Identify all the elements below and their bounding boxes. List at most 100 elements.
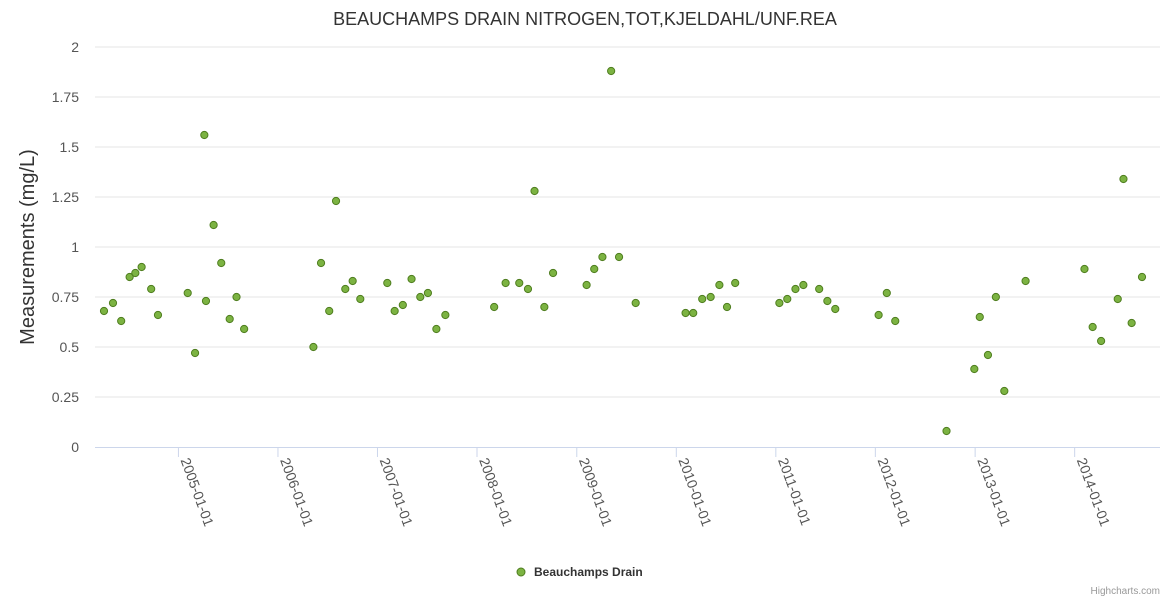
- data-point[interactable]: [407, 274, 416, 284]
- data-point[interactable]: [775, 298, 784, 308]
- data-point[interactable]: [1113, 294, 1122, 304]
- data-point[interactable]: [523, 284, 533, 294]
- x-tick-label: 2013-01-01: [974, 456, 1014, 529]
- y-tick-label: 1: [71, 239, 79, 255]
- data-point[interactable]: [540, 302, 549, 312]
- data-point[interactable]: [398, 300, 407, 310]
- x-tick-label: 2008-01-01: [476, 456, 516, 529]
- data-point[interactable]: [689, 308, 698, 318]
- data-point[interactable]: [607, 66, 616, 76]
- data-point[interactable]: [783, 294, 792, 304]
- data-point[interactable]: [631, 298, 640, 308]
- data-point[interactable]: [882, 288, 891, 298]
- data-point[interactable]: [490, 302, 499, 312]
- data-point[interactable]: [548, 268, 558, 278]
- chart-title: BEAUCHAMPS DRAIN NITROGEN,TOT,KJELDAHL/U…: [333, 9, 837, 29]
- data-points: [99, 66, 1147, 436]
- data-point[interactable]: [515, 278, 524, 288]
- data-point[interactable]: [681, 308, 690, 318]
- y-tick-label: 0: [71, 439, 79, 455]
- data-point[interactable]: [423, 288, 433, 298]
- data-point[interactable]: [706, 292, 715, 302]
- data-point[interactable]: [99, 306, 109, 316]
- data-point[interactable]: [309, 342, 318, 352]
- data-point[interactable]: [201, 296, 211, 306]
- x-tick-label: 2011-01-01: [775, 456, 814, 528]
- data-point[interactable]: [530, 186, 539, 196]
- data-point[interactable]: [1088, 322, 1097, 332]
- data-point[interactable]: [117, 316, 126, 326]
- data-point[interactable]: [190, 348, 200, 358]
- data-point[interactable]: [823, 296, 832, 306]
- data-point[interactable]: [325, 306, 334, 316]
- data-point[interactable]: [698, 294, 707, 304]
- data-point[interactable]: [1137, 272, 1147, 282]
- data-point[interactable]: [598, 252, 607, 262]
- data-point[interactable]: [125, 272, 134, 282]
- data-point[interactable]: [1080, 264, 1089, 274]
- data-point[interactable]: [390, 306, 399, 316]
- x-tick-label: 2012-01-01: [875, 456, 915, 529]
- data-point[interactable]: [731, 278, 740, 288]
- y-tick-label: 0.5: [60, 339, 80, 355]
- data-point[interactable]: [1021, 276, 1030, 286]
- data-point[interactable]: [137, 262, 146, 272]
- x-tick-label: 2005-01-01: [178, 456, 218, 529]
- legend[interactable]: Beauchamps Drain: [516, 565, 643, 579]
- data-point[interactable]: [722, 302, 732, 312]
- data-point[interactable]: [153, 310, 163, 320]
- x-tick-label: 2010-01-01: [675, 456, 715, 529]
- data-point[interactable]: [316, 258, 326, 268]
- data-point[interactable]: [232, 292, 241, 302]
- data-point[interactable]: [815, 284, 824, 294]
- data-point[interactable]: [383, 278, 392, 288]
- data-point[interactable]: [183, 288, 192, 298]
- data-point[interactable]: [108, 298, 118, 308]
- data-point[interactable]: [1000, 386, 1009, 396]
- data-point[interactable]: [1097, 336, 1106, 346]
- data-point[interactable]: [614, 252, 624, 262]
- data-point[interactable]: [501, 278, 510, 288]
- legend-marker[interactable]: [516, 567, 526, 577]
- data-point[interactable]: [715, 280, 724, 290]
- data-point[interactable]: [1119, 174, 1128, 184]
- data-point[interactable]: [331, 196, 341, 206]
- data-point[interactable]: [200, 130, 209, 140]
- data-point[interactable]: [416, 292, 425, 302]
- data-point[interactable]: [356, 294, 365, 304]
- x-axis-ticks: 2005-01-01 2006-01-01 2007-01-01 2008-01-01…: [178, 447, 1114, 529]
- data-point[interactable]: [209, 220, 218, 230]
- data-point[interactable]: [590, 264, 599, 274]
- y-tick-label: 1.75: [52, 89, 79, 105]
- y-tick-label: 1.5: [60, 139, 80, 155]
- data-point[interactable]: [799, 280, 808, 290]
- data-point[interactable]: [217, 258, 226, 268]
- data-point[interactable]: [341, 284, 350, 294]
- data-point[interactable]: [891, 316, 900, 326]
- y-tick-label: 1.25: [52, 189, 79, 205]
- data-point[interactable]: [582, 280, 591, 290]
- data-point[interactable]: [874, 310, 883, 320]
- data-point[interactable]: [432, 324, 441, 334]
- data-point[interactable]: [970, 364, 979, 374]
- y-tick-label: 0.75: [52, 289, 79, 305]
- data-point[interactable]: [983, 350, 993, 360]
- data-point[interactable]: [791, 284, 800, 294]
- data-point[interactable]: [240, 324, 249, 334]
- data-point[interactable]: [348, 276, 357, 286]
- data-point[interactable]: [147, 284, 156, 294]
- data-point[interactable]: [975, 312, 984, 322]
- y-tick-label: 0.25: [52, 389, 79, 405]
- x-tick-label: 2009-01-01: [576, 456, 616, 529]
- data-point[interactable]: [131, 268, 140, 278]
- data-point[interactable]: [225, 314, 234, 324]
- data-point[interactable]: [942, 426, 951, 436]
- x-tick-label: 2014-01-01: [1074, 456, 1114, 529]
- legend-label[interactable]: Beauchamps Drain: [534, 565, 643, 579]
- data-point[interactable]: [441, 310, 450, 320]
- y-axis-ticks: 0 0.25 0.5 0.75 1 1.25 1.5 1.75 2: [52, 39, 79, 455]
- credits-link[interactable]: Highcharts.com: [1091, 586, 1160, 597]
- data-point[interactable]: [831, 304, 840, 314]
- data-point[interactable]: [1127, 318, 1136, 328]
- data-point[interactable]: [991, 292, 1000, 302]
